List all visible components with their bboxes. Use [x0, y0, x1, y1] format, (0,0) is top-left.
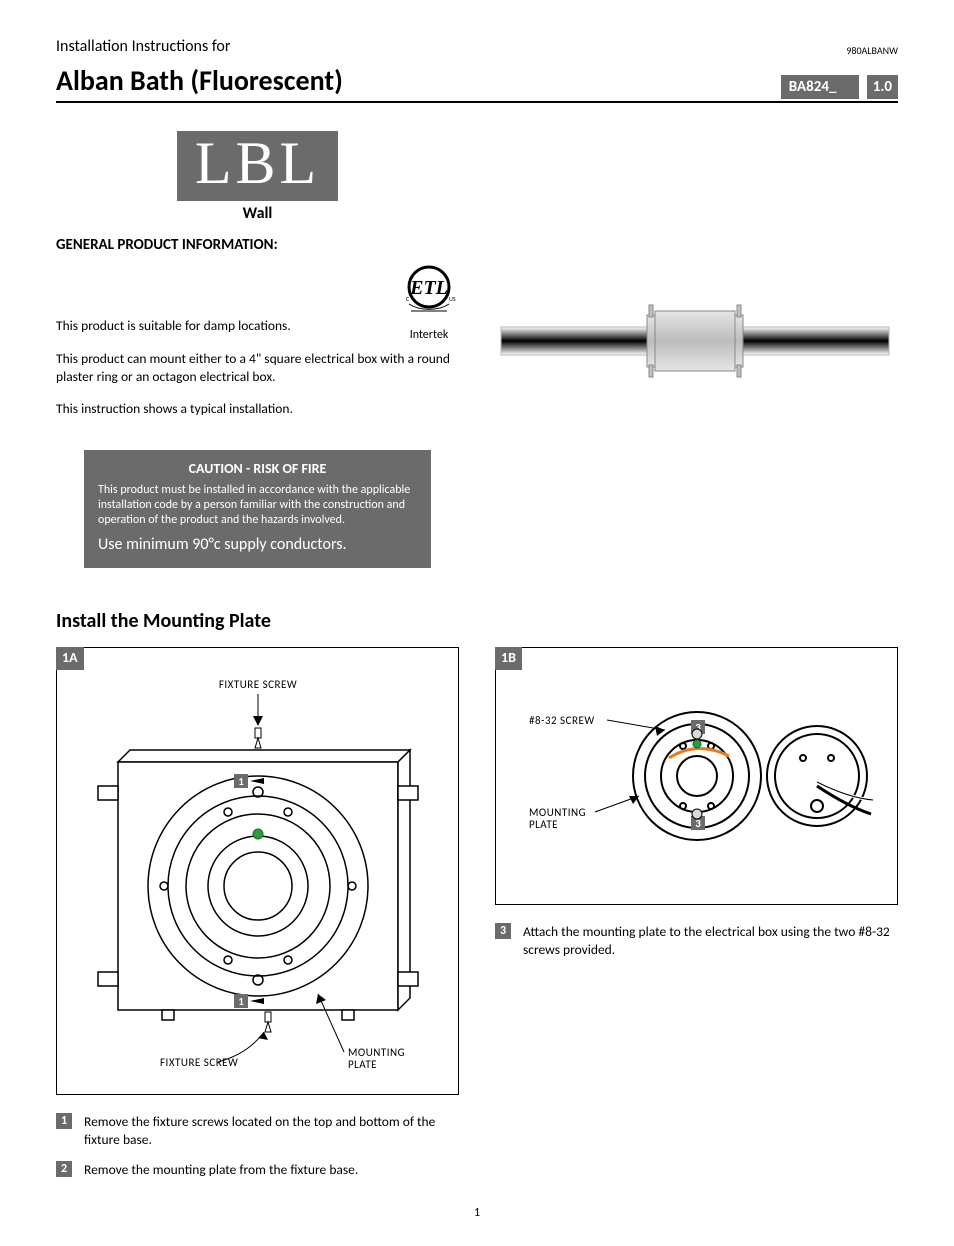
general-p3: This instruction shows a typical install…: [56, 400, 459, 418]
page-title: Alban Bath (Fluorescent): [56, 62, 343, 100]
step-text-3: Attach the mounting plate to the electri…: [523, 923, 898, 959]
label-fixture-screw-top: FIXTURE SCREW: [218, 678, 296, 691]
panel-label-1b: 1B: [495, 647, 522, 670]
col-1b: 1B #8-32 SCREW MOUNTING PLATE: [495, 647, 898, 1192]
diagram-1b-svg: #8-32 SCREW MOUNTING PLATE: [517, 686, 877, 886]
step-num-2: 2: [56, 1161, 72, 1177]
svg-text:US: US: [449, 295, 456, 303]
step-text-2: Remove the mounting plate from the fixtu…: [84, 1161, 358, 1179]
diagram-1a: 1A FIXTURE SCREW: [56, 647, 459, 1095]
lower-section: 1A FIXTURE SCREW: [56, 647, 898, 1192]
step-num-3: 3: [495, 923, 511, 939]
installation-prefix: Installation Instructions for: [56, 36, 230, 58]
panel-label-1a: 1A: [56, 647, 84, 670]
step-3: 3 Attach the mounting plate to the elect…: [495, 923, 898, 959]
caution-box: CAUTION - RISK OF FIRE This product must…: [84, 450, 431, 567]
header-top: Installation Instructions for 980ALBANW: [56, 36, 898, 58]
label-832: #8-32 SCREW: [529, 714, 595, 727]
steps-1b: 3 Attach the mounting plate to the elect…: [495, 923, 898, 959]
label-mounting-b2: PLATE: [529, 818, 558, 831]
install-heading: Install the Mounting Plate: [56, 608, 898, 635]
logo-block: LBL Wall: [56, 131, 459, 225]
model-code-badge: BA824_: [781, 75, 859, 99]
code-badges: BA824_ 1.0: [781, 75, 898, 99]
diagram-1a-svg: FIXTURE SCREW: [78, 676, 438, 1076]
title-row: Alban Bath (Fluorescent) BA824_ 1.0: [56, 62, 898, 104]
caution-title: CAUTION - RISK OF FIRE: [98, 460, 417, 479]
step-1: 1 Remove the fixture screws located on t…: [56, 1113, 459, 1149]
general-p1: This product is suitable for damp locati…: [56, 317, 316, 335]
general-p2: This product can mount either to a 4" sq…: [56, 350, 459, 386]
document-number: 980ALBANW: [846, 44, 898, 58]
label-mounting-plate-a2: PLATE: [348, 1058, 377, 1071]
caution-foot: Use minimum 90°c supply conductors.: [98, 534, 417, 556]
left-column: LBL Wall GENERAL PRODUCT INFORMATION: ET…: [56, 131, 459, 585]
label-fixture-screw-bot: FIXTURE SCREW: [160, 1056, 238, 1069]
lbl-logo: LBL: [177, 131, 338, 201]
intertek-text: Intertek: [399, 327, 459, 343]
version-badge: 1.0: [867, 75, 898, 99]
etl-mark: ETL C US Intertek: [399, 263, 459, 343]
caution-body: This product must be installed in accord…: [98, 483, 417, 528]
diagram-1b: 1B #8-32 SCREW MOUNTING PLATE: [495, 647, 898, 905]
svg-text:ETL: ETL: [409, 277, 448, 299]
upper-section: LBL Wall GENERAL PRODUCT INFORMATION: ET…: [56, 131, 898, 585]
steps-1a: 1 Remove the fixture screws located on t…: [56, 1113, 459, 1180]
step-num-1: 1: [56, 1113, 72, 1129]
wall-label: Wall: [56, 203, 459, 225]
page-number: 1: [56, 1205, 898, 1221]
callout-num-1-top: 1: [238, 775, 244, 788]
right-column: [495, 131, 898, 585]
step-text-1: Remove the fixture screws located on the…: [84, 1113, 459, 1149]
callout-num-1-bot: 1: [238, 995, 244, 1008]
product-illustration: [495, 301, 895, 381]
step-2: 2 Remove the mounting plate from the fix…: [56, 1161, 459, 1179]
col-1a: 1A FIXTURE SCREW: [56, 647, 459, 1192]
general-heading: GENERAL PRODUCT INFORMATION:: [56, 235, 459, 255]
